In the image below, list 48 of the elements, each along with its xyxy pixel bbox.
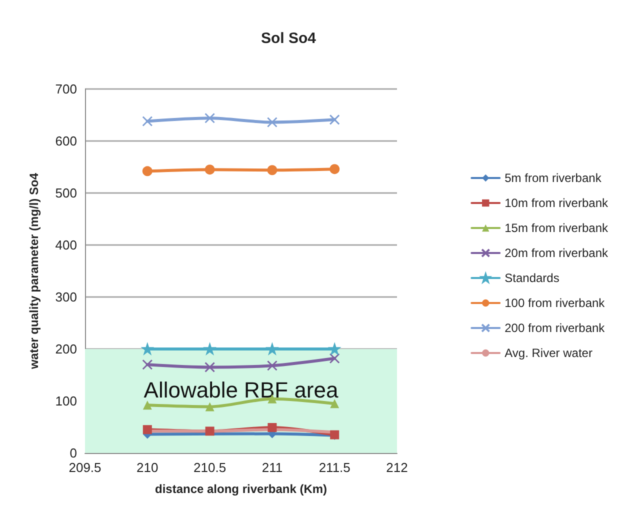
point	[329, 353, 340, 364]
x-axis-title: distance along riverbank (Km)	[154, 482, 328, 496]
point	[330, 399, 340, 408]
point	[204, 344, 216, 354]
y-tick-label: 700	[55, 82, 77, 96]
chart-title: Sol So4	[261, 30, 317, 47]
legend-label: 100 from riverbank	[504, 296, 606, 310]
legend-label: Standards	[504, 271, 560, 285]
band-label: Allowable RBF area	[144, 378, 339, 402]
point	[142, 116, 153, 126]
y-axis-title: water quality parameter (mg/l) So4	[27, 172, 41, 370]
x-tick-label: 212	[386, 460, 408, 475]
x-tick-label: 211	[262, 460, 283, 475]
point	[142, 359, 153, 370]
point	[205, 426, 214, 436]
legend-label: 200 from riverbank	[504, 321, 606, 335]
point	[142, 425, 152, 434]
x-tick-label: 209.5	[68, 460, 102, 475]
y-tick-label: 500	[55, 186, 77, 200]
point	[330, 164, 340, 174]
y-tick-label: 300	[55, 290, 77, 304]
x-tick-label: 210.5	[194, 460, 226, 475]
point	[266, 117, 278, 128]
point	[266, 344, 278, 354]
legend-label: 20m from riverbank	[504, 246, 609, 260]
x-tick-label: 211.5	[318, 460, 350, 475]
legend-label: 10m from riverbank	[504, 196, 609, 210]
point	[266, 360, 278, 371]
y-tick-label: 400	[55, 238, 77, 252]
x-tick-label: 210	[136, 460, 158, 475]
point	[142, 344, 153, 354]
legend-label: Avg. River water	[504, 346, 592, 360]
point	[204, 164, 215, 175]
point	[142, 400, 152, 410]
point	[142, 166, 152, 176]
y-tick-label: 200	[55, 342, 77, 356]
y-tick-label: 100	[55, 394, 77, 408]
y-tick-label: 0	[70, 446, 77, 460]
legend-label: 15m from riverbank	[504, 221, 609, 235]
y-tick-label: 600	[55, 134, 77, 148]
point	[329, 114, 340, 125]
point	[204, 362, 216, 372]
point	[329, 344, 340, 354]
point	[267, 165, 278, 176]
point	[204, 112, 216, 124]
point	[205, 402, 214, 412]
legend-label: 5m from riverbank	[504, 171, 602, 185]
point	[268, 423, 277, 432]
